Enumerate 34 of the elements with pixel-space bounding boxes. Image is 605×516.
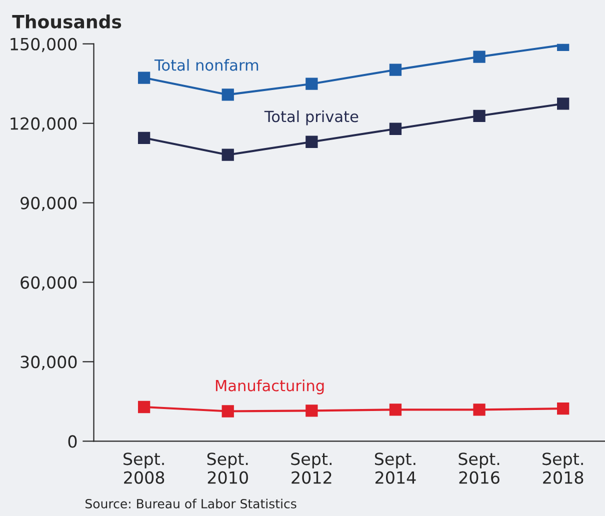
series-label: Total private (264, 110, 358, 126)
point (222, 405, 234, 418)
point (306, 136, 318, 148)
point (138, 72, 150, 84)
x-tick-label: Sept. 2008 (124, 452, 164, 484)
point (557, 98, 570, 110)
x-tick-label: Sept. 2010 (207, 452, 248, 484)
source-note: Source: Bureau of Labor Statistics (86, 498, 296, 508)
point (389, 64, 402, 76)
x-tick-label: Sept. 2014 (374, 452, 416, 484)
point (389, 404, 402, 416)
point (138, 132, 150, 144)
x-tick-label: Sept. 2012 (291, 452, 332, 484)
y-tick-label: 60,000 (20, 276, 77, 291)
y-tick-label: 90,000 (20, 196, 77, 212)
point (389, 122, 402, 135)
series-label: Total nonfarm (154, 59, 258, 71)
x-tick-label: Sept. 2016 (458, 452, 500, 484)
point (473, 404, 486, 416)
y-tick-label: 0 (68, 435, 77, 448)
point (473, 50, 486, 63)
point (306, 404, 318, 417)
point (222, 88, 234, 101)
y-tick-label: 150,000 (10, 38, 77, 52)
y-axis-title: Thousands (12, 14, 122, 28)
point (306, 78, 318, 90)
x-tick-label: Sept. 2018 (542, 452, 584, 484)
point (557, 402, 570, 415)
point (138, 400, 150, 414)
series-label: Manufacturing (216, 380, 324, 394)
y-tick-label: 120,000 (10, 117, 77, 132)
point (222, 148, 234, 161)
point (473, 110, 486, 122)
y-tick-label: 30,000 (20, 356, 77, 370)
